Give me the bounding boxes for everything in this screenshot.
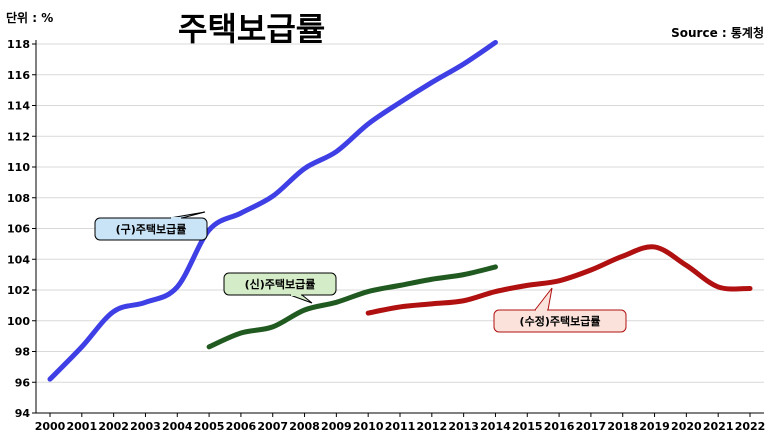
callout-tail <box>289 294 313 304</box>
x-tick-label: 2015 <box>512 420 543 433</box>
callout-tail <box>533 287 553 311</box>
x-tick-label: 2017 <box>576 420 607 433</box>
x-tick-label: 2001 <box>67 420 98 433</box>
callouts: (구)주택보급률 (신)주택보급률 (수정)주택보급률 <box>94 211 627 333</box>
y-tick-label: 98 <box>15 346 30 359</box>
callout-0: (구)주택보급률 <box>94 211 208 241</box>
callout-2: (수정)주택보급률 <box>493 287 627 333</box>
x-tick-label: 2014 <box>480 420 511 433</box>
y-tick-label: 116 <box>7 69 30 82</box>
x-tick-label: 2009 <box>321 420 352 433</box>
series-lines <box>47 39 753 382</box>
x-tick-label: 2021 <box>703 420 734 433</box>
axes: 94 96 98 100 102 104 106 108 110 112 114 116 118 2000… <box>7 38 765 433</box>
y-tick-label: 112 <box>7 130 30 143</box>
y-tick-label: 110 <box>7 161 30 174</box>
series-line-1 <box>206 264 498 350</box>
x-tick-label: 2018 <box>607 420 638 433</box>
x-tick-label: 2007 <box>257 420 288 433</box>
callout-box <box>94 217 208 241</box>
unit-label: 단위 : % <box>6 10 53 25</box>
y-tick-label: 102 <box>7 284 30 297</box>
y-tick-label: 94 <box>15 407 31 420</box>
x-tick-label: 2008 <box>289 420 320 433</box>
source-label: Source : 통계청 <box>671 25 764 40</box>
legend-label-0: (구)주택보급률 <box>116 222 187 236</box>
legend-label-2: (수정)주택보급률 <box>520 314 601 328</box>
x-tick-label: 2012 <box>417 420 448 433</box>
y-tick-label: 108 <box>7 192 30 205</box>
x-tick-label: 2005 <box>194 420 225 433</box>
x-tick-label: 2011 <box>385 420 416 433</box>
x-tick-label: 2013 <box>448 420 479 433</box>
grid <box>36 43 764 414</box>
y-tick-label: 106 <box>7 223 30 236</box>
x-tick-label: 2019 <box>639 420 670 433</box>
y-tick-label: 114 <box>7 100 30 113</box>
x-tick-label: 2003 <box>130 420 161 433</box>
x-tick-label: 2010 <box>353 420 384 433</box>
y-tick-label: 118 <box>7 38 30 51</box>
y-tick-label: 96 <box>15 376 31 389</box>
y-tick-label: 104 <box>7 253 30 266</box>
x-tick-label: 2006 <box>226 420 257 433</box>
chart-title: 주택보급률 <box>178 10 325 48</box>
x-tick-label: 2020 <box>671 420 702 433</box>
callout-box <box>493 309 627 333</box>
x-tick-label: 2000 <box>35 420 66 433</box>
callout-box <box>223 272 337 296</box>
legend-label-1: (신)주택보급률 <box>245 277 316 291</box>
x-tick-label: 2016 <box>544 420 575 433</box>
callout-1: (신)주택보급률 <box>223 272 337 304</box>
x-tick-label: 2022 <box>735 420 766 433</box>
x-tick-label: 2004 <box>162 420 193 433</box>
y-tick-label: 100 <box>7 315 30 328</box>
x-tick-label: 2002 <box>98 420 129 433</box>
